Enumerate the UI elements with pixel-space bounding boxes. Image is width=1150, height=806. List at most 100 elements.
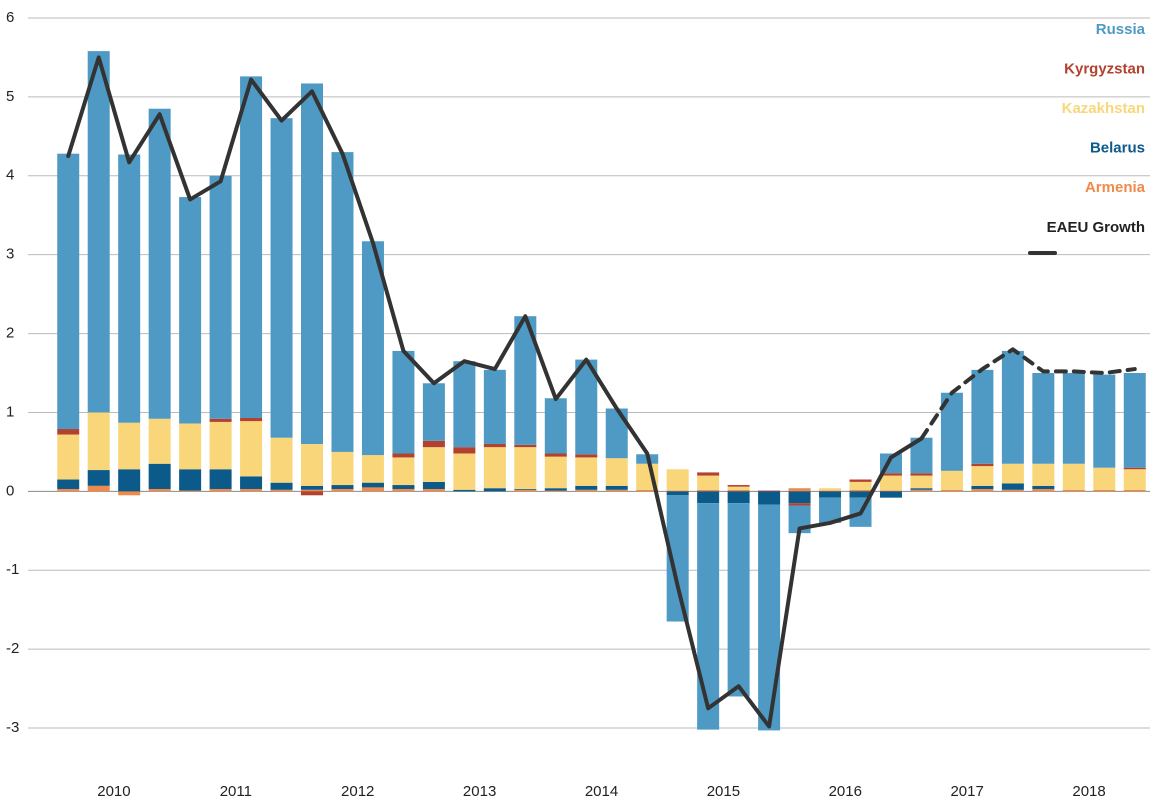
bar-segment [392, 350, 415, 454]
bar-segment [240, 417, 263, 422]
bar-segment [1093, 489, 1116, 492]
bar-segment [301, 444, 324, 486]
y-tick-label: 1 [6, 403, 14, 420]
bar-segment [179, 197, 202, 424]
bar-segment [1001, 489, 1024, 492]
y-tick-label: 3 [6, 246, 14, 263]
bar-segment [87, 412, 110, 471]
bar-segment [971, 369, 994, 464]
bar-segment [697, 472, 720, 476]
bar-segment [1093, 374, 1116, 468]
bar-segment [87, 485, 110, 492]
bar-segment [514, 316, 537, 445]
bar-segment [331, 485, 354, 489]
legend-label: Kazakhstan [1062, 100, 1145, 117]
bar-segment [57, 434, 80, 480]
bar-segment [514, 488, 537, 490]
bar-segment [57, 429, 80, 435]
bar-segment [361, 455, 384, 483]
y-tick-label: -3 [6, 719, 19, 736]
bar-segment [453, 361, 476, 448]
bar-segment [1032, 463, 1055, 486]
legend-label: Armenia [1085, 179, 1146, 196]
bar-segment [453, 453, 476, 490]
bar-segment [879, 473, 902, 476]
bar-segment [849, 479, 872, 482]
bar-segment [361, 241, 384, 456]
bar-segment [1032, 485, 1055, 489]
bar-segment [819, 488, 842, 491]
bar-segment [514, 444, 537, 448]
legend-label: Belarus [1090, 139, 1145, 156]
y-tick-label: -1 [6, 561, 19, 578]
bar-segment [758, 491, 781, 505]
bar-segment [1001, 463, 1024, 484]
bar-segment [879, 490, 902, 492]
bar-segment [636, 489, 659, 492]
bar-segment [788, 488, 811, 492]
bar-segment [453, 447, 476, 454]
bar-segment [209, 488, 232, 492]
bar-segment [57, 479, 80, 489]
bar-segment [422, 447, 445, 482]
bar-segment [544, 398, 567, 454]
bar-segment [483, 369, 506, 445]
x-tick-label: 2018 [1072, 783, 1105, 800]
bar-segment [1001, 350, 1024, 464]
bar-segment [483, 447, 506, 489]
bar-segment [727, 485, 750, 487]
bar-segment [361, 487, 384, 492]
bar-segment [209, 421, 232, 470]
bar-segment [240, 421, 263, 477]
bar-segment [240, 476, 263, 489]
bar-segment [819, 497, 842, 523]
bar-segment [879, 475, 902, 491]
bar-segment [605, 458, 628, 486]
bar-segment [940, 392, 963, 471]
bar-segment [788, 491, 811, 504]
bar-segment [727, 489, 750, 492]
bar-segment [392, 453, 415, 458]
bar-segment [544, 456, 567, 489]
y-tick-label: 4 [6, 167, 14, 184]
bar-segment [971, 466, 994, 486]
bar-segment [605, 485, 628, 490]
bar-segment [57, 153, 80, 430]
bar-segment [1001, 483, 1024, 490]
bar-segment [179, 423, 202, 470]
bar-segment [1123, 373, 1146, 468]
bar-segment [240, 488, 263, 492]
bar-segment [270, 482, 293, 490]
bar-segment [209, 418, 232, 422]
bar-segment [910, 475, 933, 489]
bar-segment [666, 495, 689, 622]
bar-segment [57, 488, 80, 492]
bar-segment [1123, 467, 1146, 470]
bar-segment [605, 489, 628, 492]
bar-segment [697, 503, 720, 730]
bar-segment [270, 118, 293, 438]
bar-segment [1093, 467, 1116, 490]
legend-label: Kyrgyzstan [1064, 60, 1145, 77]
bar-segment [544, 488, 567, 491]
bar-segment [910, 437, 933, 474]
bar-segment [971, 485, 994, 489]
bar-segment [1062, 463, 1085, 490]
bar-segment [849, 491, 872, 498]
bar-segment [331, 152, 354, 452]
bar-segment [148, 108, 171, 419]
bar-segment [301, 83, 324, 445]
bar-segment [422, 383, 445, 441]
bar-segment [118, 491, 141, 496]
bar-segment [87, 470, 110, 486]
bar-segment [575, 485, 598, 490]
bar-segment [118, 154, 141, 423]
bar-segment [1032, 488, 1055, 492]
bar-segment [575, 457, 598, 486]
bar-segment [727, 486, 750, 490]
bar-segment [666, 490, 689, 492]
bar-segment [301, 485, 324, 490]
bar-segment [1062, 489, 1085, 492]
y-tick-label: 6 [6, 9, 14, 26]
